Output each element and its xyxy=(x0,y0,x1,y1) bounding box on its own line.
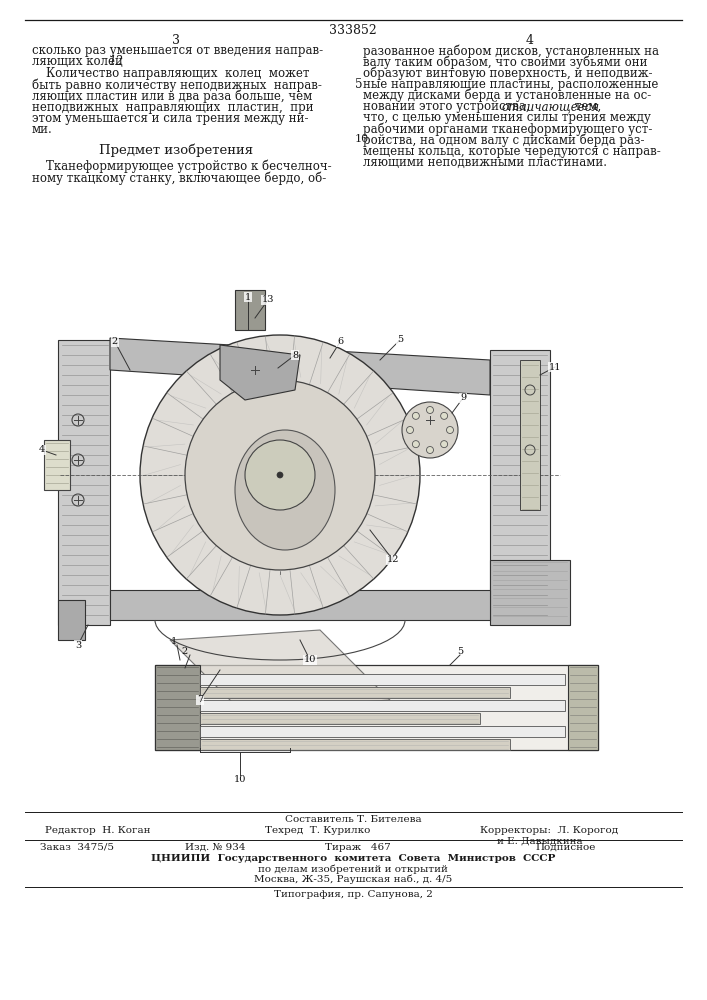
Bar xyxy=(200,726,565,737)
Text: ные направляющие пластины, расположенные: ные направляющие пластины, расположенные xyxy=(363,78,658,91)
Ellipse shape xyxy=(235,430,335,550)
Bar xyxy=(200,700,565,711)
Text: 3: 3 xyxy=(172,34,180,47)
Text: отличающееся: отличающееся xyxy=(501,100,599,113)
Text: по делам изобретений и открытий: по делам изобретений и открытий xyxy=(258,864,448,874)
Text: 11: 11 xyxy=(549,362,561,371)
Text: Техред  Т. Курилко: Техред Т. Курилко xyxy=(265,826,370,835)
Polygon shape xyxy=(44,440,70,490)
Text: неподвижных  направляющих  пластин,  при: неподвижных направляющих пластин, при xyxy=(32,101,314,114)
Text: Заказ  3475/5: Заказ 3475/5 xyxy=(40,843,114,852)
Text: 10: 10 xyxy=(234,775,246,784)
Text: .: . xyxy=(118,55,122,68)
Circle shape xyxy=(277,472,283,478)
Polygon shape xyxy=(110,590,490,620)
Bar xyxy=(155,665,598,750)
Text: 5: 5 xyxy=(397,336,403,344)
Circle shape xyxy=(426,406,433,414)
Text: ляющих колец: ляющих колец xyxy=(32,55,127,68)
Text: 6: 6 xyxy=(337,338,343,347)
Polygon shape xyxy=(58,600,85,640)
Circle shape xyxy=(140,335,420,615)
Polygon shape xyxy=(170,630,390,710)
Text: тем,: тем, xyxy=(571,100,601,113)
Circle shape xyxy=(412,441,419,448)
Text: этом уменьшается и сила трения между ни-: этом уменьшается и сила трения между ни- xyxy=(32,112,308,125)
Text: ми.: ми. xyxy=(32,123,53,136)
Text: образуют винтовую поверхность, и неподвиж-: образуют винтовую поверхность, и неподви… xyxy=(363,66,653,80)
Text: 1: 1 xyxy=(245,292,251,302)
Text: 5: 5 xyxy=(457,648,463,656)
Text: что, с целью уменьшения силы трения между: что, с целью уменьшения силы трения межд… xyxy=(363,111,651,124)
Circle shape xyxy=(402,402,458,458)
Text: 3: 3 xyxy=(75,641,81,650)
Bar xyxy=(568,665,598,750)
Text: 7: 7 xyxy=(197,696,203,704)
Polygon shape xyxy=(58,340,110,625)
Text: 8: 8 xyxy=(292,351,298,360)
Bar xyxy=(155,665,200,750)
Text: рабочими органами тканеформирующего уст-: рабочими органами тканеформирующего уст- xyxy=(363,122,653,136)
Text: 12: 12 xyxy=(108,55,123,68)
Text: Изд. № 934: Изд. № 934 xyxy=(185,843,245,852)
Text: новании этого устройства,: новании этого устройства, xyxy=(363,100,533,113)
Text: сколько раз уменьшается от введения направ-: сколько раз уменьшается от введения напр… xyxy=(32,44,323,57)
Text: валу таким образом, что своими зубьями они: валу таким образом, что своими зубьями о… xyxy=(363,55,648,69)
Text: быть равно количеству неподвижных  направ-: быть равно количеству неподвижных направ… xyxy=(32,78,322,92)
Text: Тканеформирующее устройство к бесчелноч-: Тканеформирующее устройство к бесчелноч- xyxy=(46,160,332,173)
Bar xyxy=(200,739,510,750)
Text: 1: 1 xyxy=(171,638,177,647)
Text: 10: 10 xyxy=(304,656,316,664)
Text: Составитель Т. Бителева: Составитель Т. Бителева xyxy=(285,815,421,824)
Polygon shape xyxy=(520,360,540,510)
Text: Корректоры:  Л. Корогод: Корректоры: Л. Корогод xyxy=(480,826,618,835)
Circle shape xyxy=(426,446,433,454)
Circle shape xyxy=(185,380,375,570)
Text: ляющими неподвижными пластинами.: ляющими неподвижными пластинами. xyxy=(363,156,607,169)
Text: разованное набором дисков, установленных на: разованное набором дисков, установленных… xyxy=(363,44,659,57)
Text: 5: 5 xyxy=(355,78,363,91)
Text: 13: 13 xyxy=(262,296,274,304)
Bar xyxy=(200,687,510,698)
Polygon shape xyxy=(220,345,300,400)
Text: 9: 9 xyxy=(460,393,466,402)
Text: ЦНИИПИ  Государственного  комитета  Совета  Министров  СССР: ЦНИИПИ Государственного комитета Совета … xyxy=(151,854,555,863)
Text: Типография, пр. Сапунова, 2: Типография, пр. Сапунова, 2 xyxy=(274,890,433,899)
Text: 333852: 333852 xyxy=(329,24,377,37)
Bar xyxy=(200,713,480,724)
Text: Редактор  Н. Коган: Редактор Н. Коган xyxy=(45,826,151,835)
Text: 12: 12 xyxy=(387,556,399,564)
Text: ройства, на одном валу с дисками берда раз-: ройства, на одном валу с дисками берда р… xyxy=(363,134,645,147)
Text: 10: 10 xyxy=(355,134,369,144)
Text: Подписное: Подписное xyxy=(535,843,595,852)
Text: между дисками берда и установленные на ос-: между дисками берда и установленные на о… xyxy=(363,89,651,102)
Bar xyxy=(200,674,565,685)
Circle shape xyxy=(440,412,448,419)
Text: ному ткацкому станку, включающее бердо, об-: ному ткацкому станку, включающее бердо, … xyxy=(32,171,326,185)
Polygon shape xyxy=(490,560,570,625)
Polygon shape xyxy=(110,338,490,395)
Text: мещены кольца, которые чередуются с направ-: мещены кольца, которые чередуются с напр… xyxy=(363,145,661,158)
Text: 4: 4 xyxy=(526,34,534,47)
Text: Предмет изобретения: Предмет изобретения xyxy=(99,143,253,157)
Text: Количество направляющих  колец  может: Количество направляющих колец может xyxy=(46,67,310,80)
Polygon shape xyxy=(490,350,550,620)
Circle shape xyxy=(447,426,453,434)
Circle shape xyxy=(407,426,414,434)
Text: 2: 2 xyxy=(112,338,118,347)
Text: Тираж   467: Тираж 467 xyxy=(325,843,391,852)
Circle shape xyxy=(245,440,315,510)
Text: и Е. Давыдкина: и Е. Давыдкина xyxy=(497,837,583,846)
Text: ляющих пластин или в два раза больше, чем: ляющих пластин или в два раза больше, че… xyxy=(32,89,312,103)
Circle shape xyxy=(412,412,419,419)
Polygon shape xyxy=(235,290,265,330)
Text: 4: 4 xyxy=(39,446,45,454)
Text: Москва, Ж-35, Раушская наб., д. 4/5: Москва, Ж-35, Раушская наб., д. 4/5 xyxy=(254,874,452,884)
Circle shape xyxy=(440,441,448,448)
Text: 2: 2 xyxy=(181,648,187,656)
